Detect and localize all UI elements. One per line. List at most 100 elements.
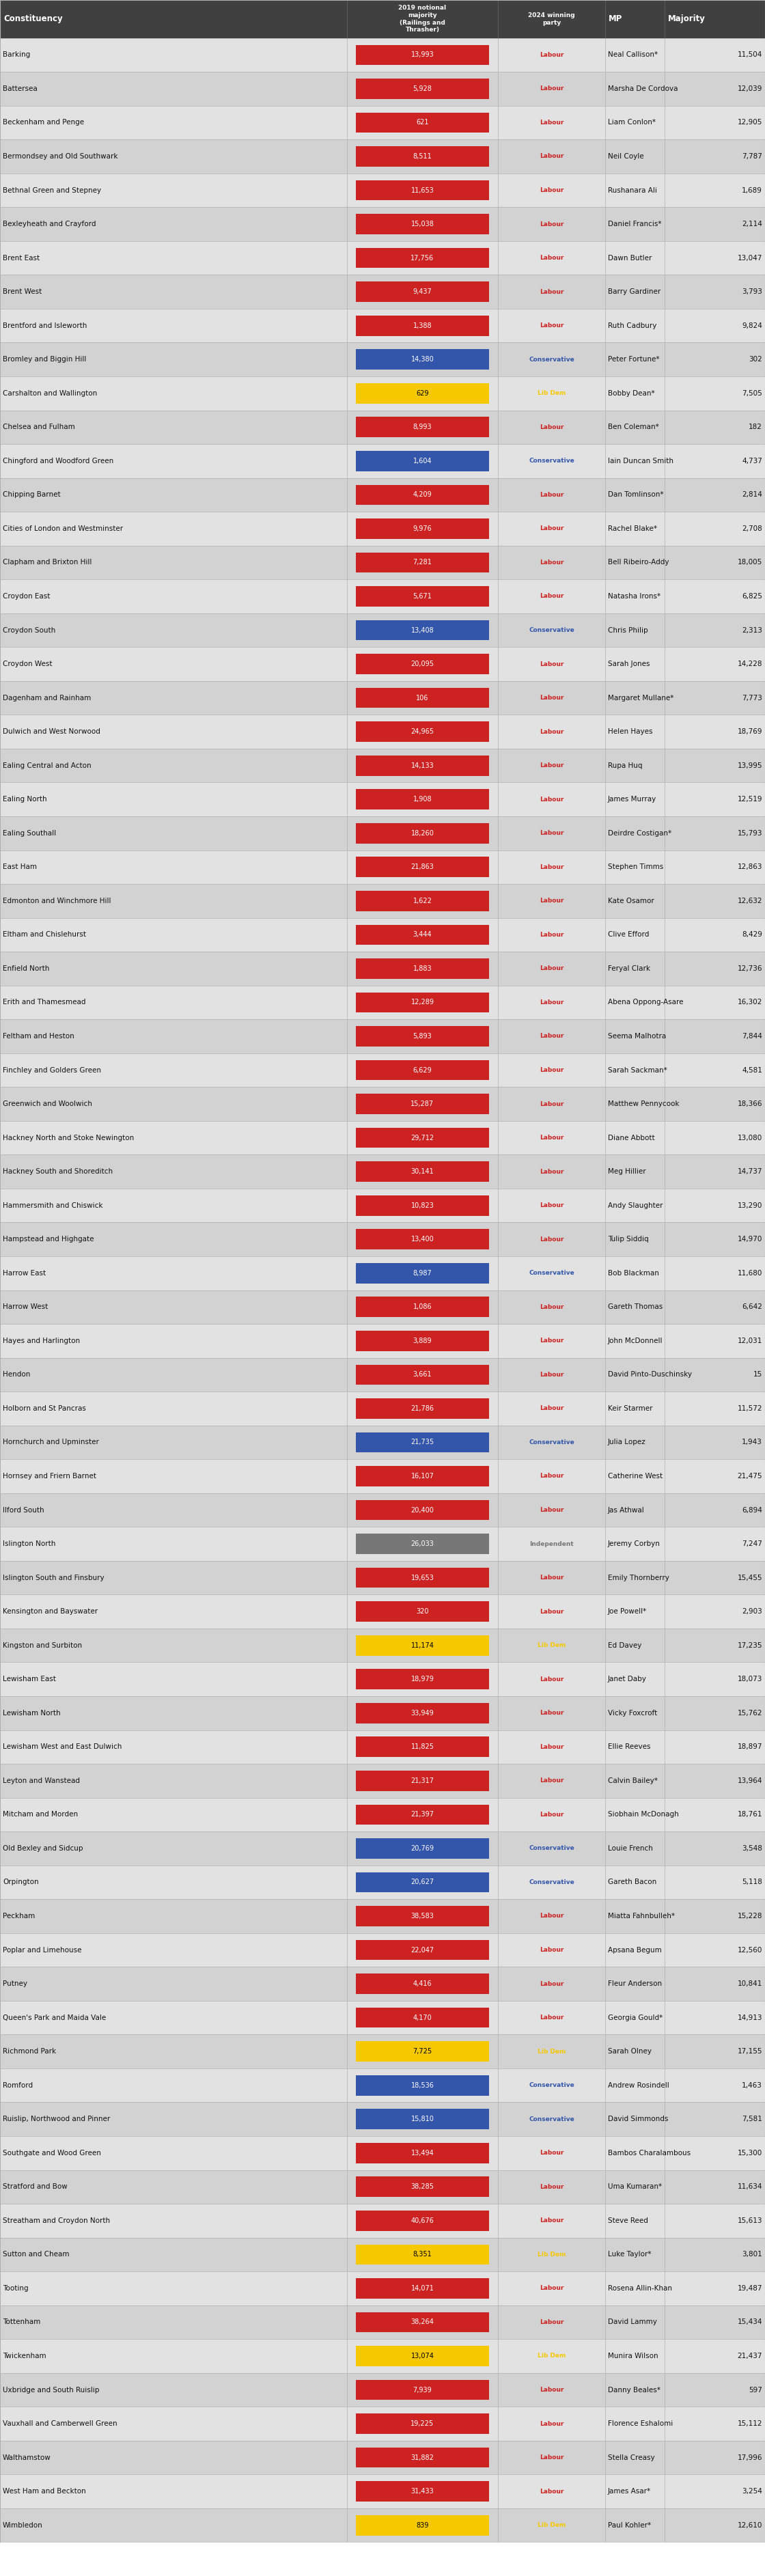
Text: 14,913: 14,913: [737, 2014, 762, 2022]
Text: Andy Slaughter: Andy Slaughter: [608, 1203, 662, 1208]
Text: Iain Duncan Smith: Iain Duncan Smith: [608, 459, 673, 464]
Bar: [0, 1765, 765, 1798]
Bar: [356, 281, 489, 301]
Text: 5,671: 5,671: [413, 592, 432, 600]
Text: James Asar*: James Asar*: [608, 2488, 651, 2494]
Text: 26,033: 26,033: [411, 1540, 434, 1548]
Text: 11,634: 11,634: [737, 2184, 762, 2190]
Bar: [356, 1332, 489, 1350]
Text: Brent East: Brent East: [3, 255, 40, 260]
Text: Peckham: Peckham: [3, 1914, 35, 1919]
Text: Labour: Labour: [539, 222, 564, 227]
Text: Labour: Labour: [539, 1947, 564, 1953]
Text: 6,642: 6,642: [742, 1303, 762, 1311]
Text: Carshalton and Wallington: Carshalton and Wallington: [3, 389, 97, 397]
Bar: [356, 2313, 489, 2331]
Text: 17,235: 17,235: [737, 1641, 762, 1649]
Text: 839: 839: [416, 2522, 428, 2530]
Text: Majority: Majority: [668, 15, 705, 23]
Text: Feryal Clark: Feryal Clark: [608, 966, 650, 971]
Text: John McDonnell: John McDonnell: [608, 1337, 662, 1345]
Text: Joe Powell*: Joe Powell*: [608, 1607, 647, 1615]
Text: Seema Malhotra: Seema Malhotra: [608, 1033, 666, 1041]
Text: Queen's Park and Maida Vale: Queen's Park and Maida Vale: [3, 2014, 106, 2022]
Bar: [0, 680, 765, 714]
Text: Vicky Foxcroft: Vicky Foxcroft: [608, 1710, 657, 1716]
Text: Peter Fortune*: Peter Fortune*: [608, 355, 659, 363]
Text: Labour: Labour: [539, 1100, 564, 1108]
Bar: [0, 1595, 765, 1628]
Bar: [0, 613, 765, 647]
Text: Jas Athwal: Jas Athwal: [608, 1507, 645, 1515]
Text: Rachel Blake*: Rachel Blake*: [608, 526, 657, 533]
Text: Twickenham: Twickenham: [3, 2352, 46, 2360]
Text: Cities of London and Westminster: Cities of London and Westminster: [3, 526, 123, 533]
Text: 13,047: 13,047: [737, 255, 762, 260]
Bar: [356, 1432, 489, 1453]
Text: 14,737: 14,737: [737, 1167, 762, 1175]
Text: 16,107: 16,107: [411, 1473, 434, 1479]
Text: Steve Reed: Steve Reed: [608, 2218, 648, 2223]
Text: Holborn and St Pancras: Holborn and St Pancras: [3, 1404, 86, 1412]
Text: Margaret Mullane*: Margaret Mullane*: [608, 696, 674, 701]
Text: Leyton and Wanstead: Leyton and Wanstead: [3, 1777, 80, 1785]
Bar: [0, 1324, 765, 1358]
Bar: [0, 850, 765, 884]
Bar: [356, 1803, 489, 1824]
Bar: [0, 206, 765, 242]
Text: 3,801: 3,801: [742, 2251, 762, 2259]
Text: Bromley and Biggin Hill: Bromley and Biggin Hill: [3, 355, 86, 363]
Text: Labour: Labour: [539, 1473, 564, 1479]
Text: Ealing Central and Acton: Ealing Central and Acton: [3, 762, 91, 770]
Text: Rushanara Ali: Rushanara Ali: [608, 188, 657, 193]
Text: Chipping Barnet: Chipping Barnet: [3, 492, 60, 497]
Text: Natasha Irons*: Natasha Irons*: [608, 592, 660, 600]
Bar: [356, 484, 489, 505]
Bar: [356, 551, 489, 572]
Text: 12,519: 12,519: [737, 796, 762, 804]
Bar: [356, 1569, 489, 1587]
Text: Neil Coyle: Neil Coyle: [608, 152, 644, 160]
Text: Streatham and Croydon North: Streatham and Croydon North: [3, 2218, 110, 2223]
Text: Munira Wilson: Munira Wilson: [608, 2352, 658, 2360]
Text: Kate Osamor: Kate Osamor: [608, 896, 654, 904]
Text: 12,560: 12,560: [737, 1947, 762, 1953]
Text: Lib Dem: Lib Dem: [537, 389, 565, 397]
Bar: [0, 139, 765, 173]
Text: 21,437: 21,437: [737, 2352, 762, 2360]
Text: 1,622: 1,622: [413, 896, 432, 904]
Bar: [356, 2514, 489, 2535]
Bar: [0, 173, 765, 206]
Text: Labour: Labour: [539, 1303, 564, 1311]
Text: 8,993: 8,993: [413, 422, 432, 430]
Text: Lib Dem: Lib Dem: [537, 2048, 565, 2056]
Text: 2019 notional
majority
(Railings and
Thrasher): 2019 notional majority (Railings and Thr…: [399, 5, 447, 33]
Bar: [356, 1296, 489, 1316]
Text: Labour: Labour: [539, 1066, 564, 1074]
Bar: [0, 72, 765, 106]
Text: 13,408: 13,408: [411, 626, 434, 634]
Bar: [356, 2447, 489, 2468]
Text: Bambos Charalambous: Bambos Charalambous: [608, 2148, 691, 2156]
Text: 12,039: 12,039: [737, 85, 762, 93]
Text: Labour: Labour: [539, 2388, 564, 2393]
Bar: [0, 2306, 765, 2339]
Bar: [356, 1025, 489, 1046]
Text: 3,793: 3,793: [742, 289, 762, 296]
Text: 15,228: 15,228: [737, 1914, 762, 1919]
Text: 629: 629: [416, 389, 428, 397]
Text: Chingford and Woodford Green: Chingford and Woodford Green: [3, 459, 113, 464]
Bar: [0, 2439, 765, 2476]
Text: Conservative: Conservative: [529, 1440, 575, 1445]
Bar: [0, 1628, 765, 1662]
Text: Hackney North and Stoke Newington: Hackney North and Stoke Newington: [3, 1133, 134, 1141]
Text: 15,613: 15,613: [737, 2218, 762, 2223]
Text: 18,769: 18,769: [737, 729, 762, 734]
Bar: [356, 891, 489, 912]
Text: 7,844: 7,844: [742, 1033, 762, 1041]
Text: Janet Daby: Janet Daby: [608, 1677, 646, 1682]
Bar: [356, 1195, 489, 1216]
Bar: [0, 242, 765, 276]
Text: 15,287: 15,287: [411, 1100, 434, 1108]
Text: Daniel Francis*: Daniel Francis*: [608, 222, 662, 227]
